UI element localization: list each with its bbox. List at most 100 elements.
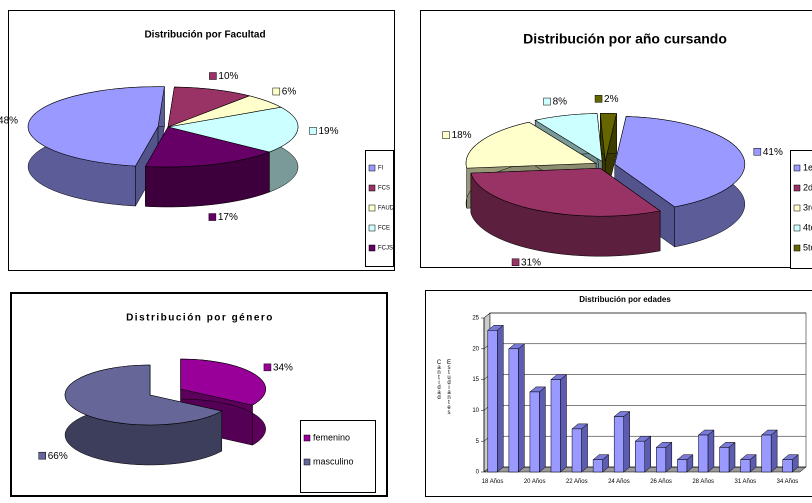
- legend-label: FI: [378, 166, 384, 172]
- data-label: 18%: [452, 130, 472, 141]
- legend-label: FAUD: [378, 206, 395, 212]
- x-tick-label: 20 Años: [523, 479, 546, 485]
- slice: [144, 126, 271, 168]
- data-label: 41%: [763, 147, 783, 158]
- data-label: 19%: [318, 126, 338, 137]
- y-tick-label: 25: [472, 316, 479, 322]
- bar: [761, 434, 772, 473]
- bar: [550, 379, 561, 473]
- legend-label: 1er: [803, 162, 812, 172]
- label-swatch: [543, 97, 551, 106]
- bar: [698, 434, 709, 473]
- label-swatch: [272, 87, 281, 96]
- bar: [740, 459, 751, 473]
- bar-side: [560, 374, 567, 473]
- data-label: 48%: [0, 115, 18, 126]
- data-label: 2%: [604, 94, 619, 105]
- legend-label: 5to: [803, 242, 812, 252]
- legend-label: FCJS: [378, 246, 393, 252]
- slice: [167, 86, 251, 128]
- bar-side: [623, 411, 630, 473]
- legend-swatch: [368, 224, 376, 232]
- bar: [592, 459, 603, 473]
- label-swatch: [38, 451, 46, 460]
- data-label: 8%: [553, 97, 568, 108]
- data-label: 66%: [48, 451, 68, 462]
- bar-side: [770, 429, 778, 473]
- slice: [599, 113, 617, 162]
- bar-side: [539, 386, 546, 473]
- data-label: 31%: [521, 257, 541, 268]
- label-swatch: [594, 95, 603, 103]
- y-tick-label: 10: [472, 408, 479, 414]
- bar-side: [644, 435, 651, 473]
- y-tick-label: 5: [476, 439, 480, 445]
- bar-side: [581, 423, 588, 473]
- bar-side: [497, 324, 504, 473]
- chart-title: Distribución por género: [126, 313, 274, 324]
- y-tick-label: 0: [476, 470, 480, 476]
- bar: [782, 459, 793, 473]
- slice: [27, 86, 165, 167]
- legend-swatch: [368, 244, 376, 252]
- label-swatch: [208, 213, 217, 221]
- legend-label: femenino: [313, 432, 350, 442]
- slice: [465, 121, 598, 169]
- legend-swatch: [368, 164, 376, 172]
- y-tick-label: 20: [472, 346, 479, 352]
- legend-swatch: [303, 458, 311, 466]
- label-swatch: [309, 127, 317, 135]
- x-tick-label: 22 Años: [565, 479, 588, 485]
- slice: [470, 167, 661, 217]
- slice: [167, 106, 299, 153]
- legend-label: FCE: [378, 226, 390, 232]
- legend-swatch: [793, 224, 801, 232]
- bar-side: [518, 343, 525, 473]
- chart-title: Distribución por edades: [579, 295, 671, 304]
- bar: [508, 348, 519, 473]
- x-tick-label: 28 Años: [692, 479, 715, 485]
- x-tick-label: 18 Años: [481, 479, 504, 485]
- legend-swatch: [368, 204, 376, 212]
- label-swatch: [209, 72, 217, 80]
- bar: [635, 440, 645, 473]
- legend-swatch: [303, 434, 311, 442]
- bar: [677, 459, 688, 473]
- label-swatch: [263, 363, 272, 372]
- slice: [180, 358, 266, 406]
- bar: [656, 447, 667, 473]
- legend-swatch: [793, 164, 801, 172]
- bar: [487, 330, 498, 473]
- y-axis-label: Cantidad Estudiantes: [436, 360, 452, 415]
- data-label: 17%: [218, 212, 238, 223]
- legend-swatch: [368, 184, 376, 192]
- grid-line: [483, 312, 806, 319]
- x-tick-label: 24 Años: [608, 479, 630, 485]
- legend-label: 4to: [803, 222, 812, 232]
- chart-title: Distribución por Facultad: [144, 30, 265, 41]
- slice: [64, 364, 223, 426]
- label-swatch: [753, 147, 762, 156]
- legend-box: [300, 420, 376, 493]
- bar: [571, 428, 582, 473]
- bar: [613, 416, 624, 473]
- legend-swatch: [793, 204, 801, 212]
- bar: [529, 391, 540, 473]
- slice: [534, 113, 603, 163]
- x-tick-label: 26 Años: [650, 479, 672, 485]
- bar: [719, 447, 730, 473]
- legend-box: [790, 150, 812, 269]
- data-label: 34%: [273, 362, 293, 373]
- label-swatch: [511, 258, 520, 267]
- chart-title: Distribución por año cursando: [523, 31, 727, 47]
- legend-swatch: [793, 184, 801, 192]
- legend-label: FCS: [378, 186, 390, 192]
- legend-label: masculino: [313, 456, 354, 466]
- data-label: 6%: [282, 87, 297, 98]
- label-swatch: [442, 131, 450, 139]
- legend-swatch: [793, 244, 801, 252]
- slice: [614, 116, 746, 208]
- x-tick-label: 34 Años: [776, 479, 799, 485]
